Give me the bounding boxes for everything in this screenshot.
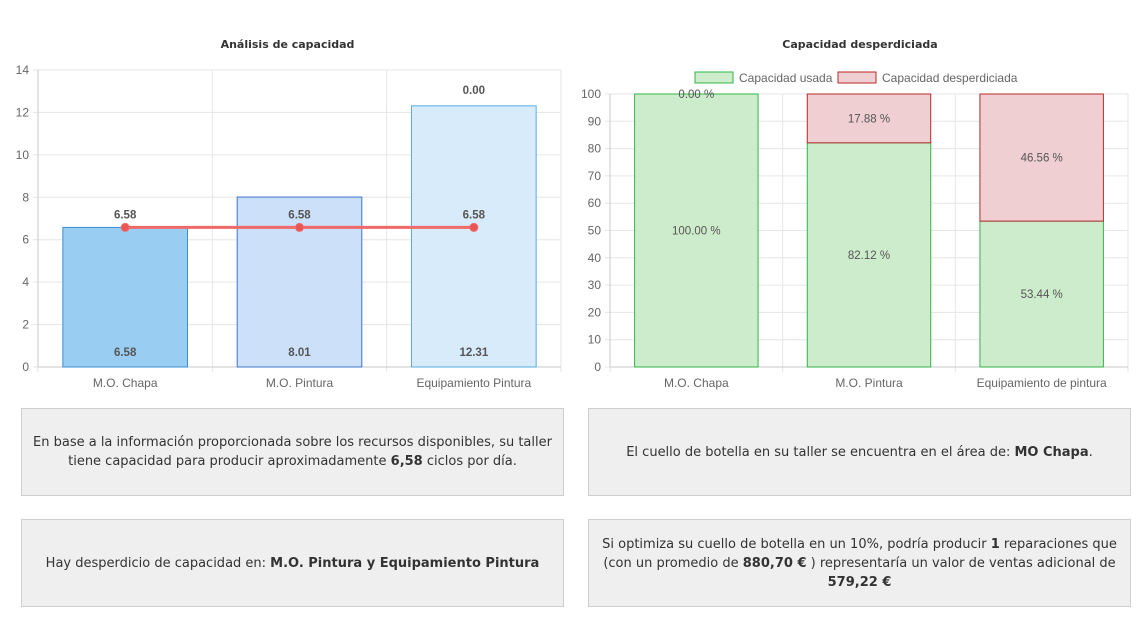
optimization-text-3: ) representaría un valor de ventas adici…	[806, 555, 1116, 571]
bar-used	[979, 220, 1104, 368]
wasted-value-label: 17.88 %	[848, 113, 890, 125]
y-tick-label: 2	[22, 318, 29, 332]
bottleneck-post: .	[1088, 444, 1093, 460]
x-category-label: Equipamiento de pintura	[977, 376, 1107, 390]
line-value-label: 6.58	[288, 209, 311, 221]
waste-pre: Hay desperdicio de capacidad en:	[45, 555, 271, 571]
y-tick-label: 80	[588, 142, 602, 156]
capacity-summary-value: 6,58	[390, 454, 423, 469]
optimization-text-2: reparaciones que (con un promedio de	[603, 536, 1117, 571]
optimization-value-average: 880,70 €	[742, 555, 807, 571]
y-tick-label: 6	[22, 233, 29, 247]
used-value-label: 100.00 %	[672, 226, 721, 238]
y-tick-label: 20	[588, 305, 602, 319]
bar-value-label: 8.01	[288, 347, 311, 359]
x-category-label: M.O. Chapa	[664, 376, 729, 390]
y-tick-label: 70	[588, 169, 602, 183]
optimization-text: Si optimiza su cuello de botella en un 1…	[595, 535, 1124, 592]
bar-value-label: 12.31	[459, 347, 488, 359]
capacity-analysis-chart: Análisis de capacidad 0 2 4 6 8 10 12 14 6.58 8.0…	[5, 30, 570, 400]
y-tick-label: 8	[22, 190, 29, 204]
bar-wasted	[806, 93, 932, 144]
wasted-value-label: 0.00 %	[678, 89, 714, 101]
optimization-panel: Si optimiza su cuello de botella en un 1…	[588, 519, 1131, 607]
bar-top-label: 0.00	[463, 85, 485, 97]
used-value-label: 82.12 %	[848, 250, 890, 262]
bar	[411, 105, 537, 368]
y-tick-label: 4	[22, 275, 29, 289]
legend-swatch	[837, 71, 877, 84]
y-tick-label: 50	[588, 224, 602, 238]
wasted-capacity-chart: Capacidad desperdiciada Capacidad usada C…	[580, 30, 1140, 400]
bottleneck-pre: El cuello de botella en su taller se enc…	[626, 444, 1015, 460]
y-tick-label: 10	[16, 148, 30, 162]
y-tick-label: 12	[16, 105, 30, 119]
y-tick-label: 60	[588, 196, 602, 210]
bar	[236, 196, 363, 368]
capacity-summary-pre: En base a la información proporcionada s…	[33, 435, 552, 469]
line-point	[295, 222, 304, 232]
wasted-capacity-svg: Capacidad usada Capacidad desperdiciada 0 1…	[581, 71, 1129, 390]
line-point	[120, 222, 130, 232]
x-category-label: M.O. Pintura	[835, 376, 903, 390]
y-tick-label: 90	[588, 114, 602, 128]
capacity-analysis-svg: 0 2 4 6 8 10 12 14 6.58 8.01 12.31 0.00 6.58 6.58 6.58…	[16, 63, 562, 390]
bar-value-label: 6.58	[114, 347, 137, 359]
chart-title: Análisis de capacidad	[220, 38, 355, 51]
optimization-value-repairs: 1	[990, 536, 1000, 552]
legend-label: Capacidad desperdiciada	[882, 71, 1018, 85]
bottleneck-text: El cuello de botella en su taller se enc…	[626, 443, 1093, 462]
optimization-text-1: Si optimiza su cuello de botella en un 1…	[602, 536, 991, 552]
wasted-value-label: 46.56 %	[1021, 153, 1063, 165]
waste-text: Hay desperdicio de capacidad en: M.O. Pi…	[46, 554, 540, 573]
y-tick-label: 100	[581, 87, 601, 101]
waste-value: M.O. Pintura y Equipamiento Pintura	[270, 555, 540, 571]
legend-label: Capacidad usada	[739, 71, 833, 85]
line-point	[469, 222, 479, 232]
chart-title: Capacidad desperdiciada	[782, 38, 938, 51]
legend-swatch	[694, 71, 734, 84]
y-tick-label: 10	[588, 333, 602, 347]
x-category-label: M.O. Chapa	[93, 376, 158, 390]
bar-used	[806, 142, 932, 368]
y-tick-label: 0	[594, 360, 601, 374]
bottleneck-panel: El cuello de botella en su taller se enc…	[588, 408, 1131, 496]
capacity-summary-post: ciclos por día.	[422, 454, 517, 469]
y-tick-label: 0	[22, 360, 29, 374]
bottleneck-value: MO Chapa	[1014, 444, 1089, 460]
y-tick-label: 14	[16, 63, 30, 77]
capacity-summary-panel: En base a la información proporcionada s…	[21, 408, 564, 496]
bar-used	[634, 93, 759, 368]
y-tick-label: 30	[588, 278, 602, 292]
x-category-label: M.O. Pintura	[266, 376, 334, 390]
bar	[62, 226, 188, 368]
line-value-label: 6.58	[463, 209, 486, 221]
x-category-label: Equipamiento Pintura	[416, 376, 531, 390]
bar-wasted	[979, 93, 1104, 222]
optimization-value-sales: 579,22 €	[827, 574, 892, 590]
used-value-label: 53.44 %	[1021, 289, 1063, 301]
line-value-label: 6.58	[114, 209, 137, 221]
capacity-summary-text: En base a la información proporcionada s…	[28, 433, 557, 471]
y-tick-label: 40	[588, 251, 602, 265]
waste-panel: Hay desperdicio de capacidad en: M.O. Pi…	[21, 519, 564, 607]
